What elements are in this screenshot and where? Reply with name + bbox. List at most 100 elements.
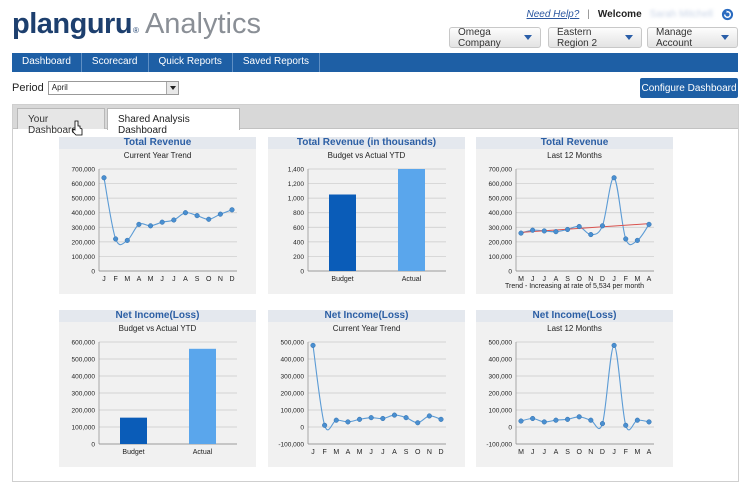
x-tick-label: N [427, 449, 432, 456]
period-select[interactable]: April [47, 81, 179, 95]
data-point [147, 223, 154, 229]
bar [329, 194, 356, 271]
x-tick-label: J [543, 449, 547, 456]
data-point [518, 418, 524, 424]
top-links: Need Help? | Welcome Sarah Mitchell [526, 8, 734, 21]
data-point [599, 421, 606, 427]
data-point [113, 236, 119, 242]
chart-title: Total Revenue (in thousands) [268, 137, 465, 149]
x-tick-label: A [554, 449, 559, 456]
data-point [576, 414, 582, 420]
chart-svg: 1,400 1,200 1,000 800 600 400 200 0 Budget Actual [288, 167, 446, 283]
y-tick-label: 100,000 [489, 408, 513, 415]
y-tick-label: 200,000 [489, 239, 513, 246]
x-tick-label: Actual [402, 276, 422, 283]
x-tick-label: F [624, 276, 628, 283]
data-point [588, 417, 594, 423]
y-tick-label: 300,000 [489, 374, 513, 381]
y-tick-label: 400,000 [281, 357, 305, 364]
x-tick-label: J [160, 276, 164, 283]
x-tick-label: A [137, 276, 142, 283]
help-link[interactable]: Need Help? [526, 9, 580, 20]
region-dropdown[interactable]: Eastern Region 2 [548, 26, 642, 49]
main-nav: Dashboard Scorecard Quick Reports Saved … [12, 53, 738, 72]
x-tick-label: M [148, 276, 154, 283]
chart-panel: Total Revenue (in thousands) Budget vs A… [268, 137, 465, 294]
x-tick-label: A [554, 276, 559, 283]
chart-svg: 500,000 400,000 300,000 200,000 100,000 0 -100… [486, 340, 654, 456]
data-point [101, 175, 107, 181]
x-tick-label: J [543, 276, 547, 283]
data-point [426, 413, 432, 419]
refresh-icon[interactable] [721, 8, 734, 21]
y-tick-label: 400,000 [72, 374, 96, 381]
chart-title: Net Income(Loss) [476, 310, 673, 322]
account-dropdown[interactable]: Manage Account [647, 26, 738, 49]
data-point [124, 237, 130, 243]
period-selector: Period April [12, 81, 179, 95]
nav-scorecard[interactable]: Scorecard [82, 53, 149, 72]
x-tick-label: S [404, 449, 409, 456]
nav-quick-reports[interactable]: Quick Reports [149, 53, 233, 72]
data-point [217, 211, 223, 217]
chart-svg: 700,000 600,000 500,000 400,000 300,000 200,0… [72, 167, 237, 283]
configure-dashboard-button[interactable]: Configure Dashboard [640, 78, 738, 98]
x-tick-label: J [381, 449, 385, 456]
data-point [541, 228, 547, 234]
y-tick-label: 300,000 [72, 391, 96, 398]
nav-saved-reports[interactable]: Saved Reports [233, 53, 321, 72]
chart-title: Net Income(Loss) [268, 310, 465, 322]
period-value: April [51, 83, 68, 92]
y-tick-label: 200,000 [281, 391, 305, 398]
y-tick-label: 500,000 [281, 340, 305, 347]
tab-shared-analysis-dashboard[interactable]: Shared Analysis Dashboard [107, 108, 240, 136]
chart-panel: Net Income(Loss) Budget vs Actual YTD 60… [59, 310, 256, 467]
tab-your-dashboard[interactable]: Your Dashboard [17, 108, 105, 136]
x-tick-label: J [102, 276, 106, 283]
y-tick-label: 0 [508, 269, 512, 276]
x-tick-label: A [183, 276, 188, 283]
y-tick-label: 400,000 [489, 210, 513, 217]
x-tick-label: M [357, 449, 363, 456]
x-tick-label: Budget [331, 276, 353, 283]
y-tick-label: 0 [300, 269, 304, 276]
x-tick-label: N [588, 449, 593, 456]
x-tick-label: A [647, 276, 652, 283]
data-point [530, 227, 536, 233]
data-point [553, 417, 559, 423]
account-dropdown-label: Manage Account [656, 26, 693, 49]
tab-strip: Your Dashboard Shared Analysis Dashboard [13, 105, 738, 136]
y-tick-label: -100,000 [278, 442, 304, 449]
y-tick-label: 600,000 [72, 181, 96, 188]
region-dropdown-label: Eastern Region 2 [557, 26, 598, 49]
chart-subtitle: Last 12 Months [547, 151, 602, 160]
x-tick-label: A [392, 449, 397, 456]
y-tick-label: 0 [300, 425, 304, 432]
x-tick-label: D [600, 449, 605, 456]
series-line [312, 345, 442, 431]
x-tick-label: N [218, 276, 223, 283]
data-point [206, 216, 212, 222]
x-tick-label: D [438, 449, 443, 456]
chart-panel: Net Income(Loss) Current Year Trend 500,… [268, 310, 465, 467]
nav-dashboard[interactable]: Dashboard [12, 53, 82, 72]
chevron-down-icon [625, 35, 633, 40]
data-point [553, 229, 559, 235]
data-point [564, 416, 571, 422]
chart-subtitle: Current Year Trend [332, 324, 401, 333]
x-tick-label: F [624, 449, 628, 456]
company-dropdown[interactable]: Omega Company [449, 27, 541, 49]
y-tick-label: 300,000 [489, 225, 513, 232]
chart-title: Total Revenue [59, 137, 256, 149]
data-point [333, 417, 339, 423]
x-tick-label: M [518, 449, 524, 456]
data-point [564, 226, 571, 233]
y-tick-label: 0 [508, 425, 512, 432]
x-tick-label: J [172, 276, 176, 283]
x-tick-label: A [346, 449, 351, 456]
y-tick-label: 0 [91, 269, 95, 276]
x-tick-label: D [600, 276, 605, 283]
data-point [403, 415, 409, 421]
user-name: Sarah Mitchell [649, 9, 713, 20]
chevron-down-icon [165, 82, 178, 94]
